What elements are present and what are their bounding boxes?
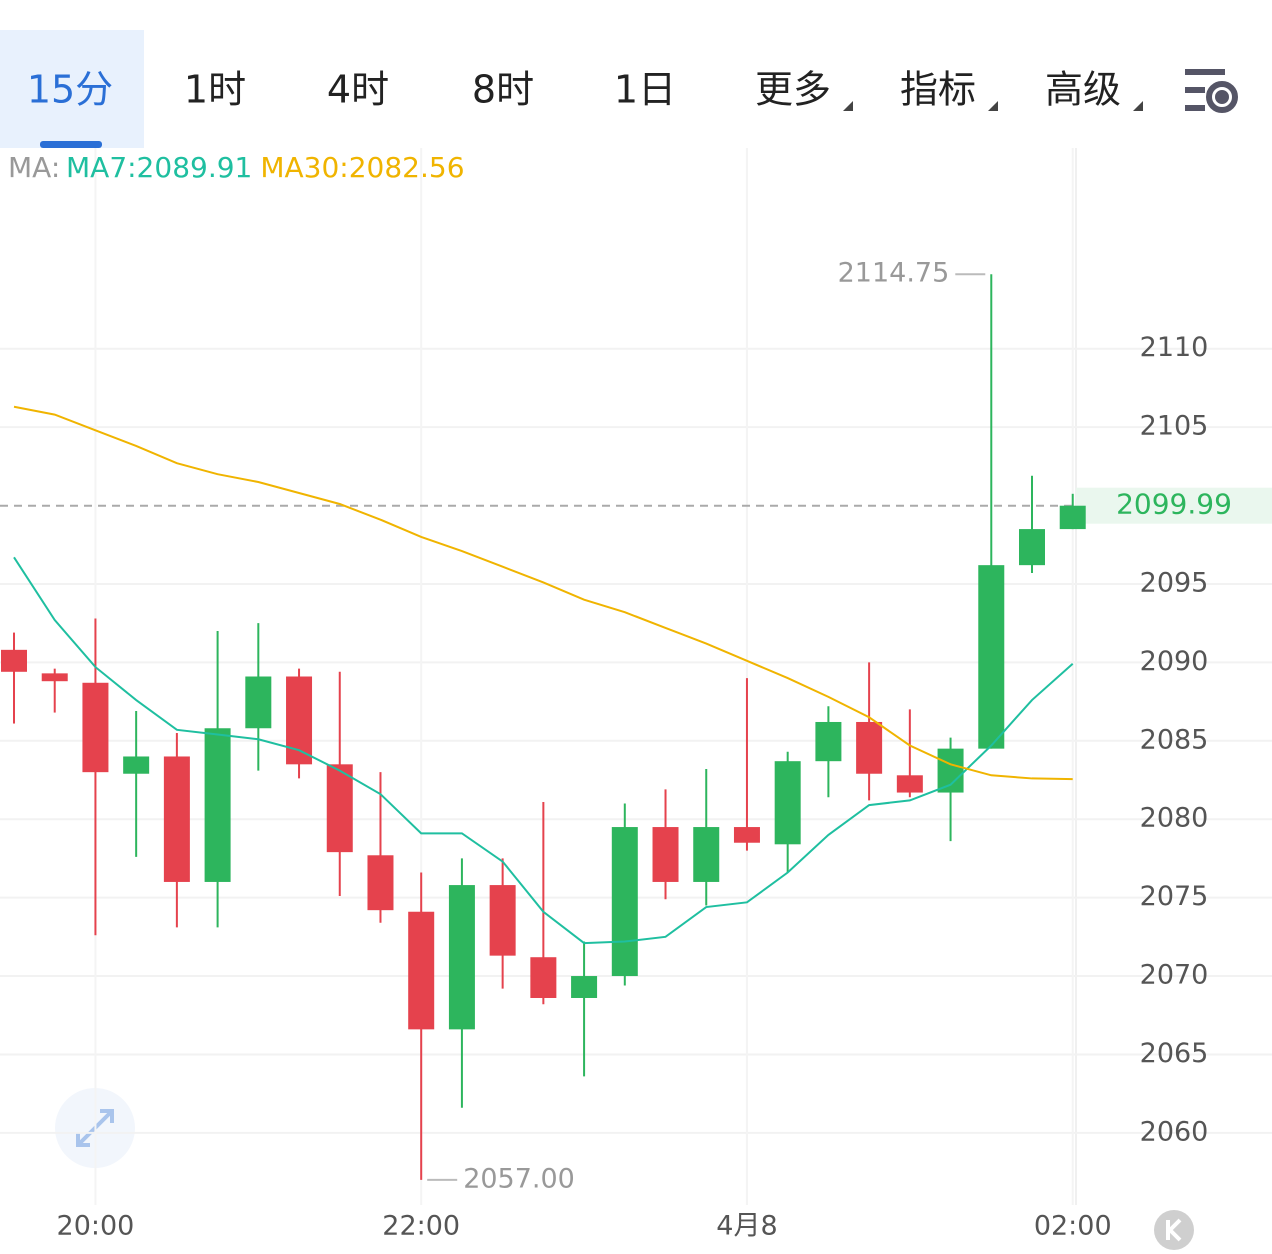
candle-body: [448, 885, 475, 1030]
candle-body: [896, 775, 923, 793]
y-tick-label: 2080: [1140, 803, 1209, 834]
y-tick-label: 2060: [1140, 1116, 1209, 1147]
candle-body: [1, 649, 27, 672]
y-tick-label: 2105: [1140, 411, 1209, 442]
legend-entry: MA30:2082.56: [260, 151, 464, 184]
candle-body: [408, 911, 435, 1030]
low-annotation: 2057.00: [463, 1163, 575, 1194]
candle-body: [82, 682, 109, 773]
y-tick-label: 2075: [1140, 881, 1209, 912]
x-tick-label: 02:00: [1034, 1211, 1112, 1242]
y-tick-label: 2090: [1140, 646, 1209, 677]
icon-gear: [1206, 81, 1238, 113]
last-price-bg: [1076, 487, 1272, 524]
y-tick-label: 2085: [1140, 724, 1209, 755]
candle-body: [204, 728, 231, 882]
k-bg: [1154, 1210, 1194, 1250]
candle-body: [530, 957, 557, 998]
candle-body: [326, 764, 353, 853]
candle-body: [489, 885, 516, 956]
candle-body: [937, 748, 964, 793]
y-tick-label: 2095: [1140, 567, 1209, 598]
high-annotation: 2114.75: [838, 258, 950, 289]
tab[interactable]: 更多: [755, 68, 831, 112]
ma-line: [13, 556, 1074, 945]
candle-body: [652, 827, 679, 882]
dropdown-caret: [843, 101, 853, 111]
tab[interactable]: 15分: [27, 68, 113, 112]
candle-body: [1019, 529, 1045, 566]
candle-body: [367, 855, 394, 911]
tab[interactable]: 指标: [900, 68, 976, 112]
legend-entry: MA7:2089.91: [66, 151, 252, 184]
candle-body: [856, 721, 883, 774]
candle-body: [163, 756, 190, 882]
last-price-label: 2099.99: [1116, 488, 1232, 521]
ma-line: [13, 405, 1073, 781]
candle-body: [774, 761, 801, 845]
tab[interactable]: 1时: [184, 68, 246, 112]
tab[interactable]: 8时: [472, 68, 534, 112]
y-tick-label: 2110: [1140, 332, 1209, 363]
candle-body: [815, 721, 842, 762]
ma-label: MA:: [8, 151, 60, 184]
x-tick-label: 20:00: [57, 1211, 135, 1242]
candle-body: [245, 676, 272, 729]
settings-icon[interactable]: [1185, 69, 1238, 113]
y-tick-label: 2070: [1140, 960, 1209, 991]
x-tick-label: 4月8: [716, 1211, 777, 1242]
candle-body: [571, 976, 598, 998]
k-icon: [1166, 1218, 1182, 1242]
tab[interactable]: 高级: [1045, 68, 1121, 112]
candle-body: [611, 827, 638, 977]
candle-body: [123, 756, 150, 774]
k-button[interactable]: [1154, 1210, 1194, 1250]
x-tick-label: 22:00: [382, 1211, 460, 1242]
tab[interactable]: 4时: [327, 68, 389, 112]
active-tab-indicator: [40, 141, 102, 148]
candle-body: [693, 827, 720, 882]
icon-gear-center: [1215, 90, 1229, 104]
active-tab-bg: [0, 30, 144, 148]
dropdown-caret: [988, 101, 998, 111]
candle-body: [733, 827, 760, 843]
candle-body: [1059, 505, 1086, 530]
candle-body: [41, 673, 68, 682]
tab[interactable]: 1日: [614, 68, 676, 112]
dropdown-caret: [1133, 101, 1143, 111]
candle-body: [978, 565, 1005, 749]
y-tick-label: 2065: [1140, 1038, 1209, 1069]
